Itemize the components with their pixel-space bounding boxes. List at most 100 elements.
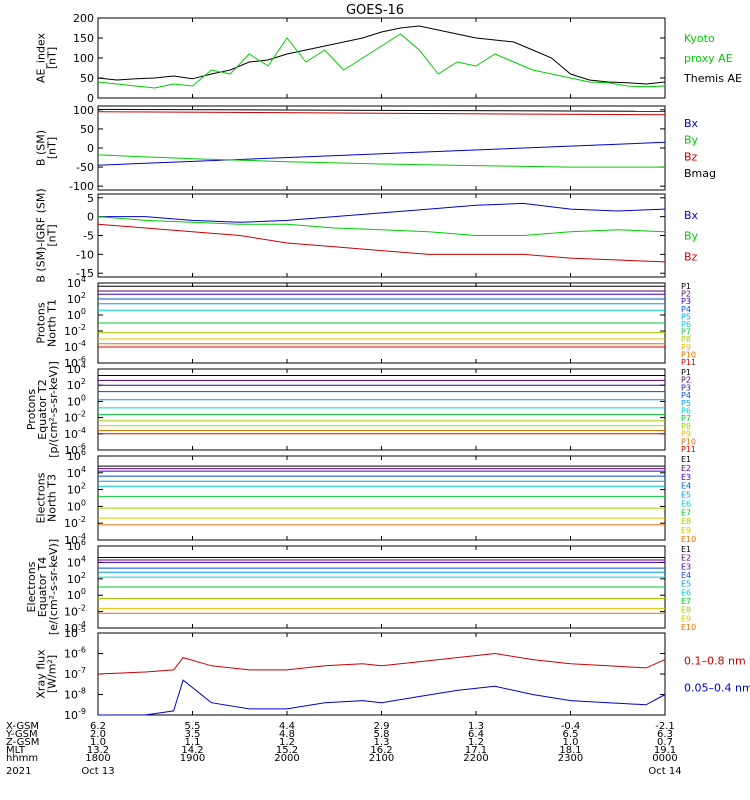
legend-entry: P8	[681, 335, 691, 344]
y-tick-label: 0	[87, 92, 94, 105]
y-tick-label: 104	[67, 275, 86, 290]
orbit-value: 1.3	[374, 737, 390, 748]
series-themis-ae	[97, 25, 666, 85]
y-tick-label: 104	[67, 465, 86, 480]
y-tick-label: 10-5	[64, 625, 86, 640]
legend-entry: By	[684, 230, 699, 243]
y-tick-label: 100	[67, 498, 86, 513]
orbit-value: -0.4	[561, 721, 581, 732]
y-tick-label: 10-4	[64, 426, 86, 441]
series-bmag	[97, 108, 666, 112]
orbit-value: 1.3	[468, 721, 484, 732]
legend-entry: E3	[681, 473, 691, 482]
legend-entry: P1	[681, 368, 691, 377]
orbit-value: 15.2	[276, 745, 298, 756]
panel-frame	[97, 105, 666, 191]
panel-frame	[97, 17, 666, 99]
orbit-value: 2300	[558, 753, 583, 764]
y-tick-label: 150	[73, 32, 94, 45]
legend-entry: Bx	[684, 117, 699, 130]
y-tick-label: -50	[76, 161, 94, 174]
legend-entry: P4	[681, 305, 691, 314]
legend-entry: 0.05–0.4 nm	[684, 682, 750, 695]
legend-entry: P7	[681, 328, 691, 337]
legend-entry: E6	[681, 499, 691, 508]
orbit-row-label: Z-GSM	[6, 737, 39, 748]
legend-entry: P5	[681, 312, 691, 321]
orbit-value: 14.2	[181, 745, 203, 756]
orbit-value: 2.9	[374, 721, 390, 732]
legend-entry: Bmag	[684, 167, 716, 180]
legend-entry: E8	[681, 517, 691, 526]
y-tick-label: 100	[73, 104, 94, 117]
legend-entry: E1	[681, 455, 691, 464]
panel-frame	[97, 368, 666, 451]
orbit-value: 6.2	[90, 721, 106, 732]
series-bx	[98, 202, 666, 223]
panel-xray: 10-5 10-6 10-7 10-8 10-9 Xray flux[W/m²] 0.1–0…	[35, 625, 750, 722]
legend-entry: P7	[681, 414, 691, 423]
orbit-value: 6.4	[468, 729, 484, 740]
y-tick-label: 100	[73, 52, 94, 65]
y-axis-label: [e/(cm²-s-sr-keV)]	[47, 539, 60, 635]
orbit-value: 1.0	[563, 737, 579, 748]
y-tick-label: 50	[80, 123, 94, 136]
legend-entry: Kyoto	[684, 32, 715, 45]
y-axis-label: [nT]	[46, 224, 59, 246]
y-axis-label: Protons	[25, 389, 38, 430]
legend-entry: By	[684, 134, 699, 147]
series-bz	[97, 111, 666, 116]
series-0-1-0-8-nm	[97, 652, 666, 675]
legend-entry: P10	[681, 437, 696, 446]
y-tick-label: 10-2	[64, 515, 86, 530]
orbit-row-label: X-GSM	[6, 721, 39, 732]
series-bx	[97, 141, 666, 166]
legend-entry: E1	[681, 545, 691, 554]
orbit-value: 6.3	[657, 729, 673, 740]
y-tick-label: 104	[67, 554, 86, 569]
y-axis-label: Electrons	[35, 472, 48, 523]
orbit-row-label: hhmm	[6, 753, 38, 764]
y-axis-label: AE_index	[35, 32, 48, 83]
y-axis-label: North T1	[46, 299, 59, 347]
legend-entry: E7	[681, 597, 691, 606]
orbit-value: 1900	[180, 753, 205, 764]
series-kyoto-proxy-ae	[97, 33, 666, 89]
series-by	[97, 216, 666, 236]
y-tick-label: 102	[67, 291, 86, 306]
orbit-value: 0.7	[657, 737, 673, 748]
legend-entry: E2	[681, 554, 691, 563]
legend-entry: E7	[681, 508, 691, 517]
legend-entry: P3	[681, 383, 691, 392]
y-tick-label: 10-4	[64, 339, 86, 354]
legend-entry: P2	[681, 290, 691, 299]
legend-entry: P3	[681, 297, 691, 306]
legend-entry: 0.1–0.8 nm	[684, 654, 746, 667]
y-axis-label: North T3	[46, 474, 59, 522]
y-tick-label: 10-6	[64, 646, 86, 661]
orbit-value: -2.1	[655, 721, 675, 732]
legend-entry: Themis AE	[683, 72, 742, 85]
y-axis-label: [nT]	[46, 47, 59, 69]
y-axis-label: B (SM)	[35, 130, 48, 166]
y-axis-label: Equator T4	[36, 557, 49, 617]
orbit-value: 2100	[369, 753, 394, 764]
y-axis-label: Electrons	[25, 561, 38, 612]
y-tick-label: 102	[67, 377, 86, 392]
orbit-value: 0000	[652, 753, 677, 764]
y-tick-label: 10-2	[64, 604, 86, 619]
y-tick-label: 0	[87, 211, 94, 224]
legend-entry: Bz	[684, 250, 698, 263]
date-end: Oct 14	[648, 766, 681, 777]
y-axis-label: Xray flux	[35, 649, 48, 699]
y-axis-label: Protons	[35, 302, 48, 343]
orbit-value: 19.1	[654, 745, 676, 756]
legend-entry: P11	[681, 445, 696, 454]
orbit-value: 17.1	[465, 745, 487, 756]
orbit-value: 16.2	[370, 745, 392, 756]
legend-entry: P9	[681, 343, 691, 352]
